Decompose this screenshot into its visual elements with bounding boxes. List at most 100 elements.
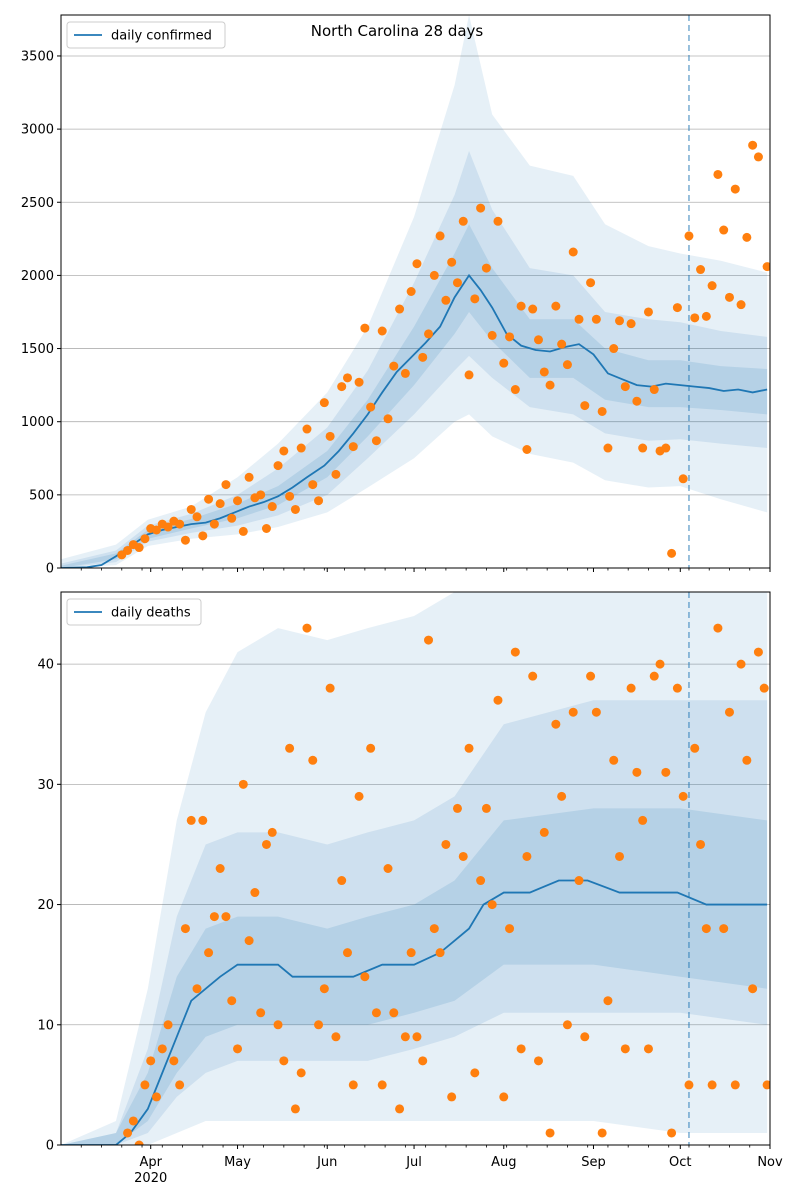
observed-point [186,815,196,825]
observed-point [395,1104,405,1114]
observed-point [742,232,752,242]
uncertainty-band-inner [61,808,768,1145]
observed-point [151,1092,161,1102]
observed-point [487,900,497,910]
observed-point [140,1080,150,1090]
axes-frame [60,14,771,569]
observed-point [533,335,543,345]
observed-point [736,659,746,669]
observed-point [748,984,758,994]
observed-point [626,319,636,329]
observed-point [591,707,601,717]
observed-point [314,496,324,506]
observed-point [452,803,462,813]
uncertainty-band-outer [61,592,768,1145]
observed-point [649,671,659,681]
observed-point [476,876,486,886]
observed-point [638,443,648,453]
observed-point [580,1032,590,1042]
observed-point [762,1080,770,1090]
observed-point [522,851,532,861]
legend-label: daily deaths [111,606,191,621]
x-tick-label: Jul [405,1155,422,1170]
observed-point [499,358,509,368]
observed-point [406,948,416,958]
observed-point [198,531,208,541]
observed-point [643,307,653,317]
observed-point [580,401,590,411]
observed-point [383,864,393,873]
observed-point [406,287,416,296]
observed-point [597,1128,607,1138]
observed-point [157,1044,167,1054]
observed-point [597,406,607,416]
observed-point [348,1080,358,1090]
observed-point [221,480,231,490]
y-tick-label: 2500 [21,196,54,211]
observed-point [539,827,549,837]
observed-point [215,864,225,873]
y-tick-label: 2000 [21,269,54,284]
observed-point [192,984,202,994]
observed-point [568,707,578,717]
observed-point [146,1056,156,1066]
observed-point [175,1080,185,1090]
observed-point [568,247,578,257]
observed-point [690,743,700,753]
observed-point [516,301,526,311]
observed-point [261,839,271,849]
observed-point [325,683,335,693]
observed-point [643,1044,653,1054]
observed-point [267,827,277,837]
observed-point [719,225,729,235]
observed-point [481,803,491,813]
observed-point [175,519,185,529]
observed-point [620,382,630,392]
observed-point [510,647,520,657]
observed-point [215,499,225,509]
observed-point [354,791,364,801]
observed-point [360,323,370,333]
observed-point [678,791,688,801]
observed-point [360,972,370,982]
confirmed-panel: 0 500 1000 1500 2000 2500 3000 3500 daily confir… [21,14,771,577]
observed-point [331,1032,341,1042]
deaths-panel: 0 10 20 30 40 Apr May Jun Jul Aug Sep Oct Nov 2020 dai… [37,591,783,1186]
observed-point [591,314,601,324]
observed-point [487,330,497,340]
observed-point [366,743,376,753]
legend: daily deaths [66,598,202,626]
observed-point [701,311,711,321]
observed-point [123,545,133,555]
observed-point [204,948,214,958]
x-tick-label: Apr [139,1155,162,1170]
observed-point [562,1020,572,1030]
observed-point [204,494,214,504]
observed-point [134,543,144,553]
y-tick-label: 0 [46,1139,54,1154]
observed-point [128,1116,138,1126]
observed-point [458,851,468,861]
observed-point [412,259,422,269]
y-tick-label: 30 [37,778,54,793]
observed-point [557,791,567,801]
observed-point [696,265,706,275]
observed-point [672,303,682,313]
observed-point [742,755,752,765]
observed-point [221,912,231,922]
uncertainty-band-inner [61,224,768,568]
x-tick-label: Aug [491,1155,516,1170]
observed-point [180,924,190,934]
observed-point [209,912,219,922]
observed-point [233,1044,243,1054]
x-tick-label: May [224,1155,251,1170]
observed-point [435,231,445,241]
observed-point [672,683,682,693]
observed-point [470,294,480,304]
x-tick-label: Jun [316,1155,337,1170]
y-tick-label: 20 [37,898,54,913]
observed-point [285,491,295,501]
observed-point [267,502,277,512]
observed-point [325,431,335,441]
